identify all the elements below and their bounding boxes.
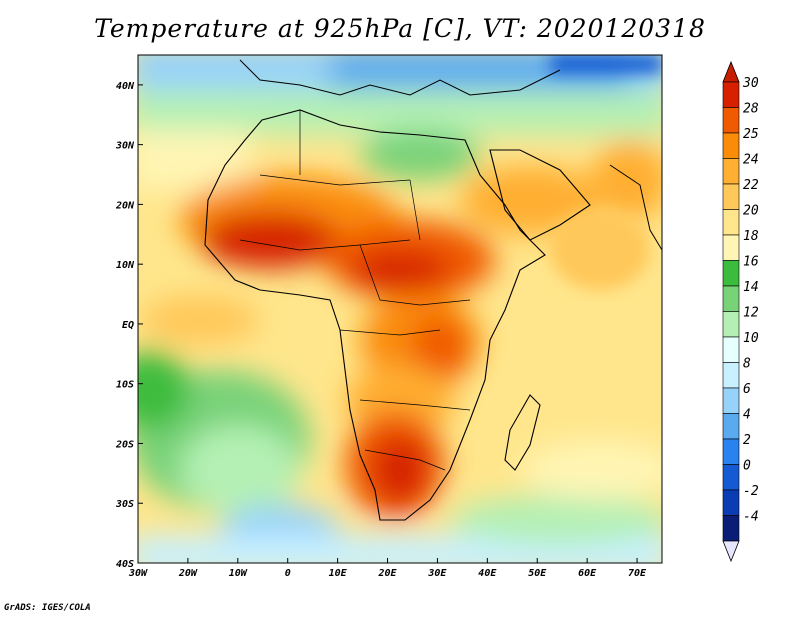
lat-tick-label: EQ xyxy=(122,320,134,331)
lat-tick-label: 30N xyxy=(115,141,135,152)
colorbar-level-label: -2 xyxy=(743,484,759,499)
lon-tick-label: 30W xyxy=(128,568,148,579)
lon-tick-label: 0 xyxy=(285,568,291,579)
colorbar-level-label: 25 xyxy=(743,127,759,142)
colorbar-top-arrow xyxy=(722,60,740,83)
colorbar-swatch xyxy=(722,464,740,491)
europe-coastline xyxy=(239,59,561,96)
colorbar-level-label: 14 xyxy=(743,280,759,295)
colorbar-level-label: 18 xyxy=(743,229,759,244)
lat-tick-label: 20S xyxy=(115,439,134,450)
colorbar-level-label: 0 xyxy=(743,459,751,474)
colorbar-level-label: 24 xyxy=(743,153,759,168)
colorbar-swatch xyxy=(722,209,740,236)
lon-tick-label: 40E xyxy=(478,568,497,579)
colorbar-level-label: 8 xyxy=(743,357,751,372)
colorbar-level-label: 4 xyxy=(743,408,751,423)
axis-ticks: 30W 20W 10W 0 10E 20E 30E 40E 50E 60E 70E 40N 30N 20N… xyxy=(115,81,647,579)
colorbar-level-label: 6 xyxy=(743,382,751,397)
madagascar-coastline xyxy=(504,394,541,471)
lon-tick-label: 20W xyxy=(178,568,198,579)
colorbar-swatch xyxy=(722,387,740,414)
lat-tick-label: 20N xyxy=(115,200,135,211)
colorbar-swatch xyxy=(722,107,740,134)
colorbar-swatch xyxy=(722,285,740,312)
colorbar-level-label: 30 xyxy=(742,76,759,91)
chart-title: Temperature at 925hPa [C], VT: 202012031… xyxy=(94,14,706,43)
lon-tick-label: 30E xyxy=(427,568,447,579)
temperature-field xyxy=(138,55,662,563)
colorbar-level-label: 12 xyxy=(743,306,759,321)
lon-tick-label: 10E xyxy=(329,568,348,579)
grads-credit: GrADS: IGES/COLA xyxy=(4,603,91,613)
india-coastline xyxy=(609,164,663,251)
lon-tick-label: 50E xyxy=(528,568,547,579)
lon-tick-label: 60E xyxy=(578,568,597,579)
lat-tick-label: 10N xyxy=(116,260,135,271)
colorbar-swatch xyxy=(722,515,740,542)
africa-coastline xyxy=(204,109,546,521)
colorbar-level-label: 20 xyxy=(743,204,759,219)
colorbar-swatch xyxy=(722,81,740,108)
lat-tick-label: 40S xyxy=(116,559,134,570)
colorbar-swatch xyxy=(722,489,740,516)
colorbar-swatch xyxy=(722,438,740,465)
map-frame xyxy=(137,54,663,564)
colorbar-level-label: 16 xyxy=(743,255,759,270)
lat-tick-label: 40N xyxy=(116,81,135,92)
colorbar-swatch xyxy=(722,183,740,210)
colorbar-swatch xyxy=(722,234,740,261)
colorbar-bottom-arrow xyxy=(722,540,740,563)
lon-tick-label: 70E xyxy=(628,568,647,579)
country-borders xyxy=(239,110,471,471)
colorbar-swatch xyxy=(722,413,740,440)
colorbar-swatch xyxy=(722,311,740,338)
colorbar-swatch xyxy=(722,132,740,159)
colorbar-level-label: 22 xyxy=(743,178,759,193)
colorbar-swatch xyxy=(722,260,740,287)
colorbar-level-label: 2 xyxy=(743,433,751,448)
colorbar-level-label: -4 xyxy=(743,510,759,525)
colorbar-swatch xyxy=(722,158,740,185)
lon-tick-label: 10W xyxy=(229,568,248,579)
lat-tick-label: 10S xyxy=(116,380,134,391)
lat-tick-label: 30S xyxy=(115,499,134,510)
lon-tick-label: 20E xyxy=(377,568,397,579)
colorbar-level-label: 10 xyxy=(743,331,759,346)
colorbar-level-label: 28 xyxy=(743,102,759,117)
arabia-coastline xyxy=(489,149,591,241)
colorbar-swatch xyxy=(722,362,740,389)
colorbar-swatch xyxy=(722,336,740,363)
